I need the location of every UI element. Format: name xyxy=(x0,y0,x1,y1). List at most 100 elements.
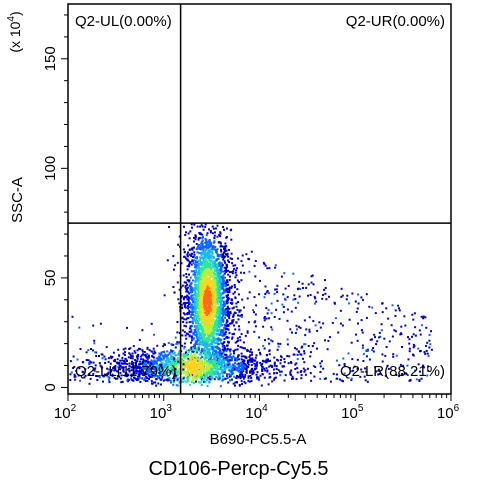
event-dot xyxy=(221,317,224,319)
event-dot xyxy=(149,364,152,367)
event-dot xyxy=(216,290,219,292)
event-dot xyxy=(308,330,311,333)
event-dot xyxy=(170,364,173,367)
event-dot xyxy=(187,370,189,373)
event-dot xyxy=(274,288,277,291)
event-dot xyxy=(215,296,218,299)
event-dot xyxy=(214,307,217,310)
event-dot xyxy=(222,285,225,288)
event-dot xyxy=(233,365,236,368)
event-dot xyxy=(312,283,315,286)
event-dot xyxy=(212,264,215,267)
event-dot xyxy=(134,377,136,380)
event-dot xyxy=(210,306,213,309)
event-dot xyxy=(185,318,188,321)
event-dot xyxy=(209,297,212,300)
event-dot xyxy=(195,369,198,372)
event-dot xyxy=(201,240,204,243)
event-dot xyxy=(231,257,233,260)
quadrant-label-ur: Q2-UR(0.00%) xyxy=(346,13,445,30)
event-dot xyxy=(203,370,206,373)
event-dot xyxy=(224,377,227,380)
event-dot xyxy=(201,338,204,341)
event-dot xyxy=(202,368,205,371)
event-dot xyxy=(72,367,75,369)
event-dot xyxy=(185,290,188,293)
event-dot xyxy=(111,355,114,358)
event-dot xyxy=(209,229,212,232)
event-dot xyxy=(222,274,225,277)
event-dot xyxy=(252,309,255,312)
event-dot xyxy=(195,334,198,337)
x-tick-base: 10 xyxy=(341,405,358,422)
event-dot xyxy=(105,346,108,349)
event-dot xyxy=(188,360,191,363)
event-dot xyxy=(188,273,190,276)
event-dot xyxy=(210,294,212,297)
event-dot xyxy=(219,269,222,272)
event-dot xyxy=(391,335,394,338)
event-dot xyxy=(299,326,302,329)
event-dot xyxy=(309,355,312,358)
event-dot xyxy=(128,362,131,365)
event-dot xyxy=(262,261,265,264)
event-dot xyxy=(195,378,198,381)
event-dot xyxy=(187,296,190,299)
event-dot xyxy=(224,269,227,272)
event-dot xyxy=(198,323,201,326)
event-dot xyxy=(136,357,139,360)
event-dot xyxy=(204,376,207,378)
event-dot xyxy=(260,364,263,367)
event-dot xyxy=(208,240,211,242)
event-dot xyxy=(94,364,97,367)
event-dot xyxy=(216,311,219,314)
event-dot xyxy=(265,291,268,294)
event-dot xyxy=(198,308,201,311)
event-dot xyxy=(193,333,196,336)
event-dot xyxy=(291,377,293,380)
event-dot xyxy=(208,298,211,301)
event-dot xyxy=(176,371,179,374)
event-dot xyxy=(267,383,270,386)
event-dot xyxy=(159,353,162,356)
event-dot xyxy=(222,291,225,294)
event-dot xyxy=(350,341,353,344)
event-dot xyxy=(192,273,195,276)
event-dot xyxy=(236,348,239,351)
event-dot xyxy=(268,267,271,270)
event-dot xyxy=(221,245,224,248)
event-dot xyxy=(198,311,201,314)
event-dot xyxy=(222,355,225,358)
event-dot xyxy=(178,288,181,291)
event-dot xyxy=(122,368,125,371)
event-dot xyxy=(219,284,222,287)
event-dot xyxy=(418,379,421,382)
event-dot xyxy=(203,256,206,259)
event-dot xyxy=(220,342,223,345)
event-dot xyxy=(397,304,400,307)
event-dot xyxy=(339,309,342,312)
event-dot xyxy=(114,365,117,367)
event-dot xyxy=(214,322,217,325)
event-dot xyxy=(202,263,205,266)
event-dot xyxy=(408,338,411,341)
event-dot xyxy=(227,336,230,339)
event-dot xyxy=(196,256,199,259)
event-dot xyxy=(299,287,302,290)
event-dot xyxy=(120,362,123,365)
event-dot xyxy=(185,281,188,284)
event-dot xyxy=(226,320,229,322)
event-dot xyxy=(205,344,208,347)
event-dot xyxy=(262,344,265,347)
event-dot xyxy=(222,300,225,303)
event-dot xyxy=(216,307,218,310)
event-dot xyxy=(247,363,250,366)
event-dot xyxy=(196,247,199,250)
y-multiplier-suffix: ) xyxy=(7,11,23,16)
event-dot xyxy=(142,353,145,356)
event-dot xyxy=(200,299,203,302)
event-dot xyxy=(228,341,230,344)
event-dot xyxy=(263,316,266,318)
event-dot xyxy=(210,367,213,370)
event-dot xyxy=(379,335,382,338)
